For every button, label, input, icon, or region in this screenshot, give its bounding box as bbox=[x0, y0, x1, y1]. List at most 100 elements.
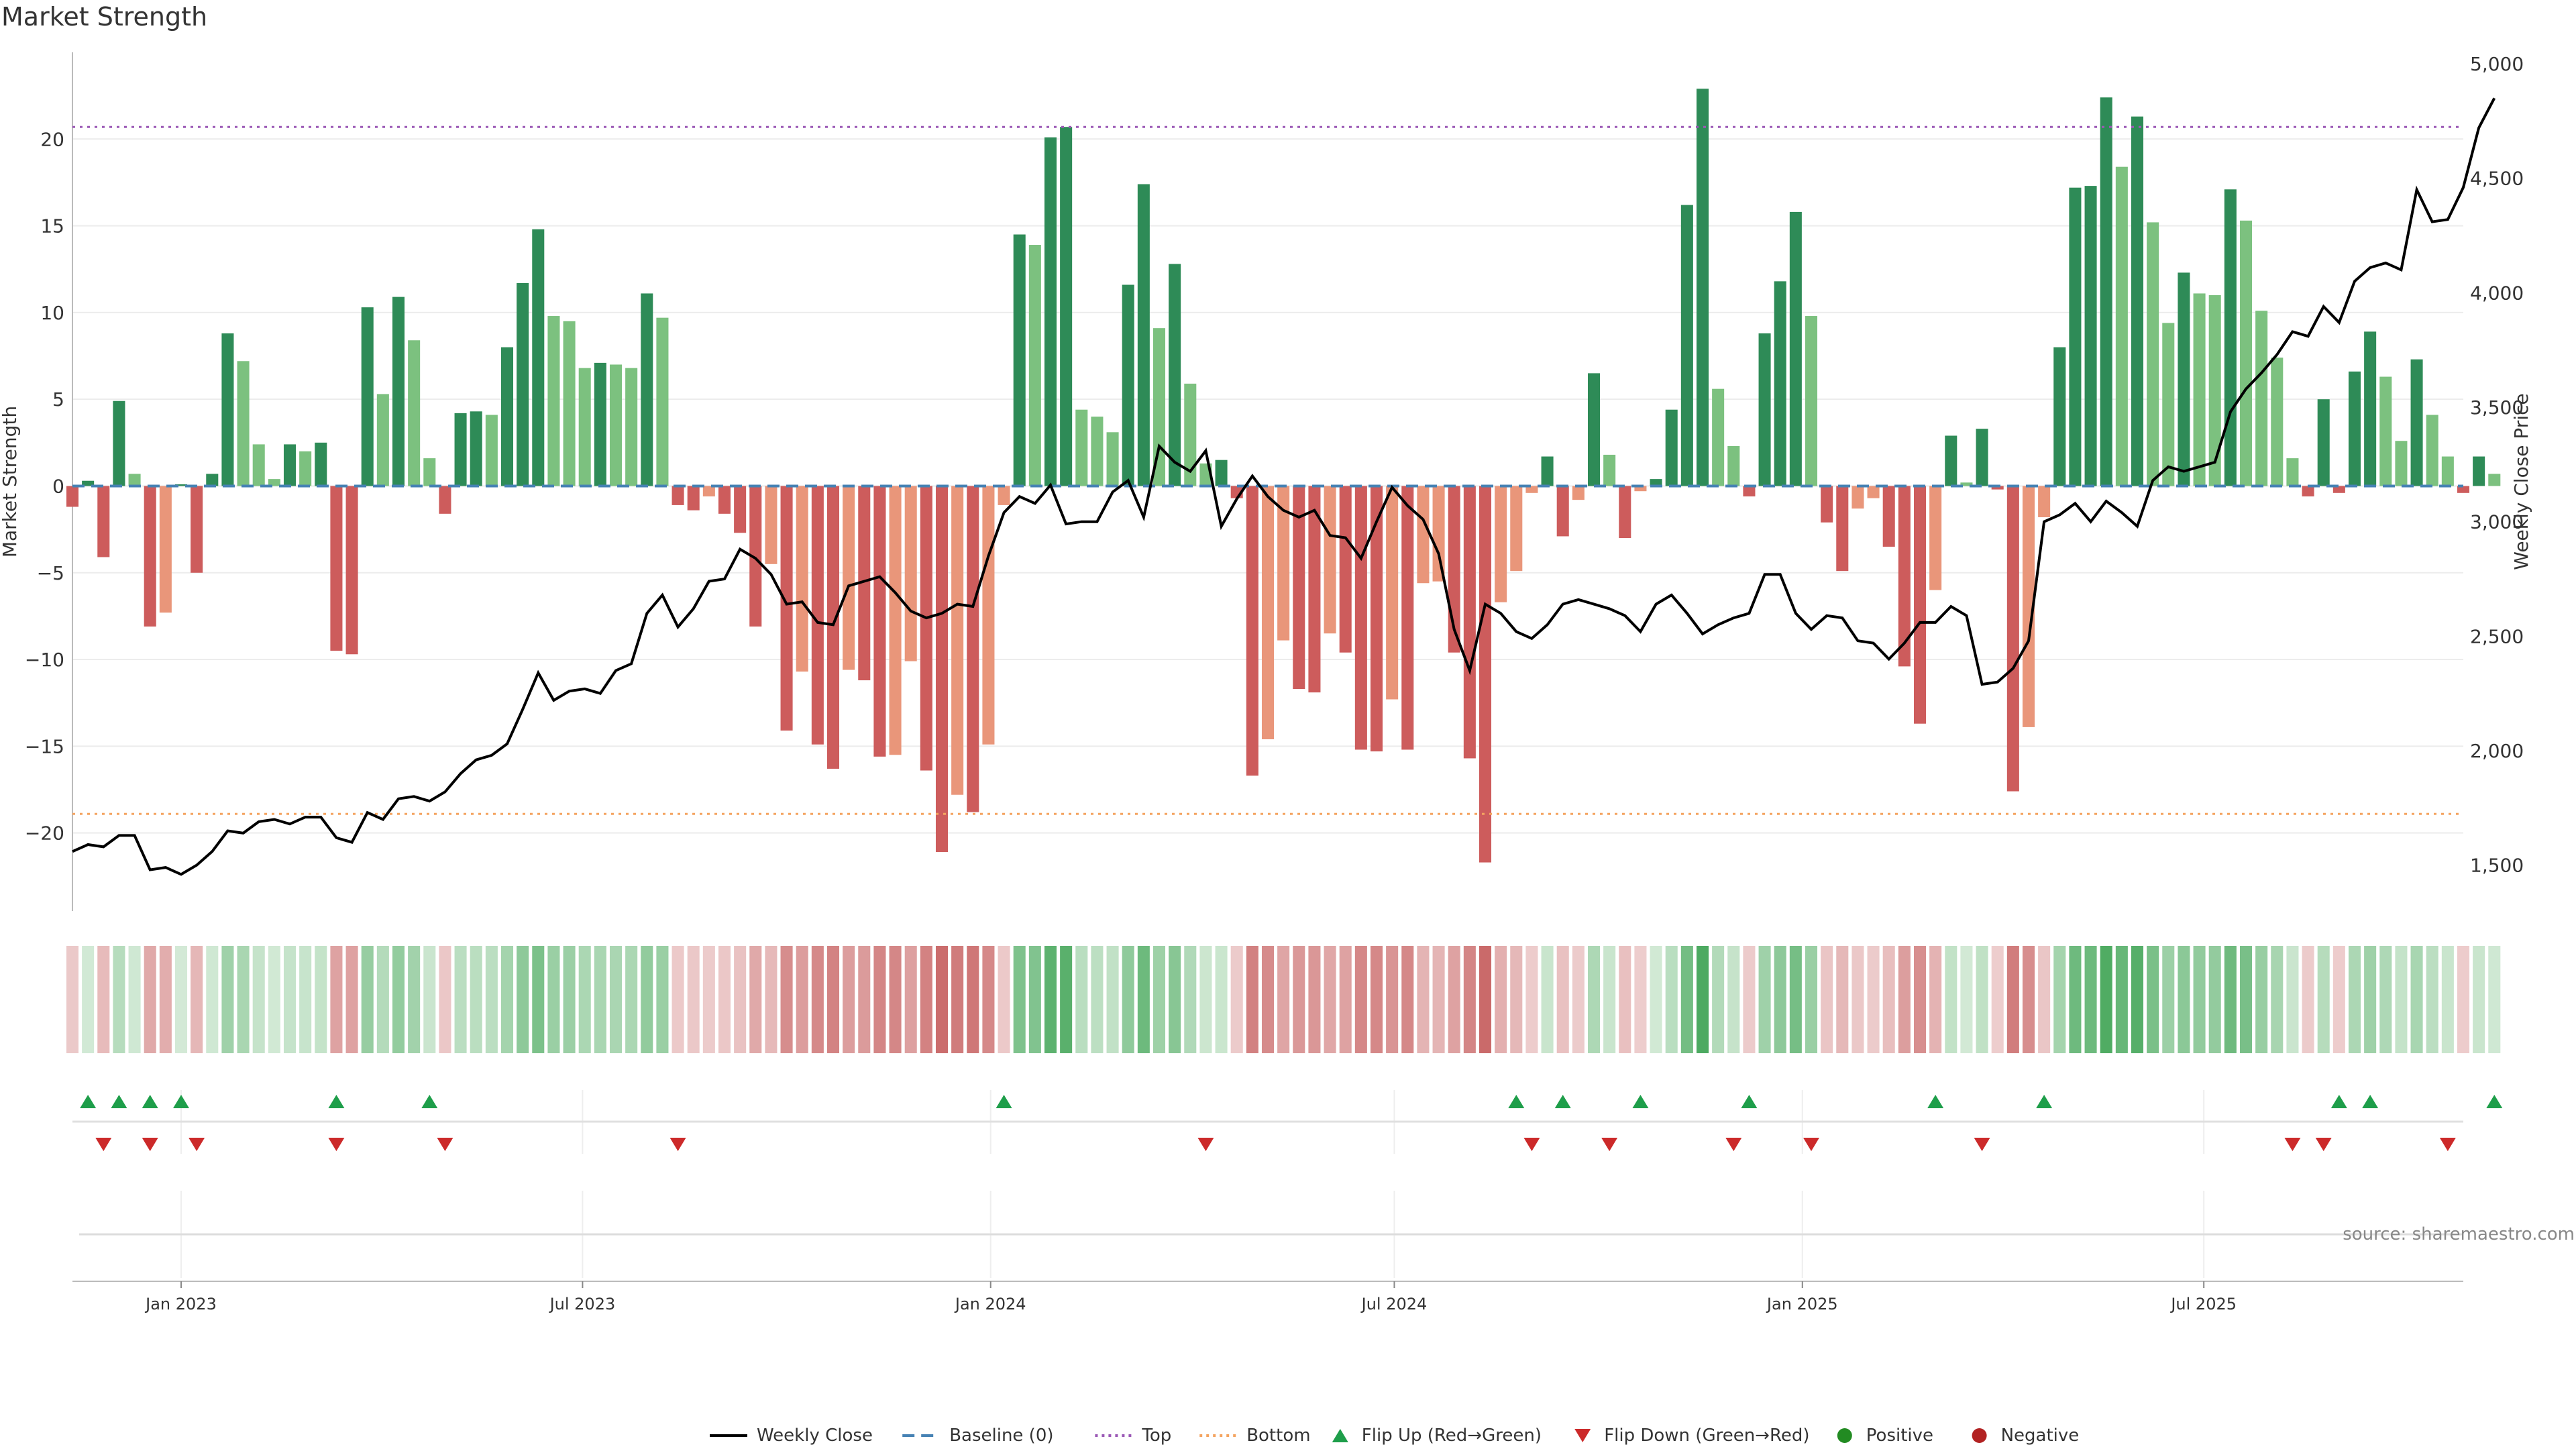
heat-cell bbox=[2178, 946, 2190, 1053]
strength-bar bbox=[1246, 486, 1258, 776]
heat-cell bbox=[1308, 946, 1321, 1053]
strength-bar bbox=[998, 486, 1010, 505]
strength-bar bbox=[392, 297, 405, 486]
flip-up-marker bbox=[142, 1095, 158, 1108]
strength-bar bbox=[1293, 486, 1305, 690]
flip-down-marker bbox=[2439, 1138, 2456, 1151]
legend-item-flip-up: Flip Up (Red→Green) bbox=[1332, 1426, 1542, 1446]
y2-axis-ticks: 1,500 2,000 2,500 3,000 3,500 4,000 4,500 5,000 bbox=[2470, 53, 2524, 877]
strength-bar bbox=[2286, 458, 2299, 486]
strength-bar bbox=[2115, 166, 2128, 486]
heat-cell bbox=[843, 946, 855, 1053]
heat-cell bbox=[1587, 946, 1601, 1053]
strength-bar bbox=[2208, 295, 2221, 486]
source-note: source: sharemaestro.com bbox=[2343, 1224, 2575, 1244]
heat-cell bbox=[873, 946, 886, 1053]
heat-cell bbox=[2131, 946, 2144, 1053]
heat-cell bbox=[1230, 946, 1243, 1053]
strength-bar bbox=[1634, 486, 1647, 492]
heat-cell bbox=[1882, 946, 1895, 1053]
flip-down-marker bbox=[189, 1138, 205, 1151]
strength-bar bbox=[1898, 486, 1911, 667]
empty-panel-grid bbox=[79, 1191, 2463, 1278]
flip-panel-grid bbox=[72, 1090, 2463, 1154]
heat-cell bbox=[2473, 946, 2485, 1053]
strength-bar bbox=[873, 486, 886, 757]
strength-bar bbox=[2131, 116, 2144, 486]
strength-bar bbox=[1929, 486, 1942, 590]
strength-bar bbox=[1169, 264, 1181, 486]
strength-bar bbox=[1013, 234, 1026, 486]
strength-bar bbox=[517, 282, 529, 486]
strength-bar bbox=[1261, 486, 1275, 739]
dot-icon bbox=[1837, 1428, 1852, 1443]
heat-cell bbox=[1184, 946, 1197, 1053]
y2-tick-label: 4,500 bbox=[2470, 168, 2524, 190]
heat-cell bbox=[2115, 946, 2128, 1053]
y2-tick-label: 2,000 bbox=[2470, 740, 2524, 762]
heat-cell bbox=[1122, 946, 1134, 1053]
heat-cell bbox=[1401, 946, 1414, 1053]
heat-cell bbox=[2022, 946, 2035, 1053]
strength-bar bbox=[563, 321, 576, 486]
heat-cell bbox=[1044, 946, 1057, 1053]
strength-bar bbox=[1991, 486, 2004, 490]
heat-cell bbox=[1650, 946, 1662, 1053]
legend-item-top: Top bbox=[1095, 1426, 1171, 1446]
strength-bar bbox=[641, 293, 653, 486]
heat-cell bbox=[470, 946, 482, 1053]
heat-cell bbox=[2302, 946, 2314, 1053]
heat-cell bbox=[1867, 946, 1880, 1053]
flip-up-marker bbox=[1554, 1095, 1571, 1108]
strength-bar bbox=[826, 486, 840, 769]
heat-cell bbox=[2069, 946, 2082, 1053]
heat-cell bbox=[1479, 946, 1492, 1053]
flip-up-marker bbox=[996, 1095, 1012, 1108]
heat-cell bbox=[1075, 946, 1088, 1053]
heat-cell bbox=[283, 946, 297, 1053]
strength-bar bbox=[2084, 186, 2097, 486]
heat-cell bbox=[2038, 946, 2051, 1053]
strength-bar bbox=[330, 486, 343, 651]
strength-bar bbox=[780, 486, 793, 731]
strength-bar bbox=[2302, 486, 2314, 496]
heat-cell bbox=[1525, 946, 1538, 1053]
strength-bar bbox=[2364, 331, 2377, 486]
heat-cell bbox=[113, 946, 125, 1053]
flip-up-marker bbox=[1927, 1095, 1944, 1108]
legend-item-baseline: Baseline (0) bbox=[902, 1426, 1054, 1446]
strength-bar bbox=[1122, 284, 1134, 486]
heat-cell bbox=[485, 946, 498, 1053]
heat-cell bbox=[1354, 946, 1367, 1053]
strength-bar bbox=[1184, 383, 1197, 486]
heat-cell bbox=[2457, 946, 2470, 1053]
strength-bar bbox=[2038, 486, 2051, 518]
strength-bar bbox=[1495, 486, 1507, 602]
strength-bar bbox=[144, 486, 156, 627]
heat-cell bbox=[1169, 946, 1181, 1053]
strength-bar bbox=[2395, 441, 2408, 486]
strength-bar bbox=[1510, 486, 1523, 572]
heat-cell bbox=[1976, 946, 1988, 1053]
heat-cell bbox=[625, 946, 638, 1053]
heat-cell bbox=[904, 946, 917, 1053]
dot-icon bbox=[1972, 1428, 1987, 1443]
x-tick-label: Jan 2024 bbox=[954, 1295, 1026, 1313]
y-tick-label: 20 bbox=[40, 128, 64, 150]
strength-bar bbox=[237, 361, 250, 486]
heat-cell bbox=[563, 946, 576, 1053]
strength-bar bbox=[1386, 486, 1399, 700]
strength-bar bbox=[718, 486, 731, 514]
strength-bar bbox=[2271, 358, 2284, 486]
heat-cell bbox=[1572, 946, 1585, 1053]
strength-bar bbox=[1479, 486, 1492, 863]
strength-bar bbox=[904, 486, 917, 661]
strength-bar bbox=[1075, 409, 1088, 486]
strength-bar bbox=[97, 486, 110, 557]
heat-cell bbox=[578, 946, 591, 1053]
strength-bar bbox=[625, 368, 638, 486]
strength-bar bbox=[1960, 482, 1973, 486]
strength-bar bbox=[1137, 184, 1150, 486]
heat-cell bbox=[2410, 946, 2423, 1053]
x-axis: Jan 2023 Jul 2023 Jan 2024 Jul 2024 Jan 2025… bbox=[72, 1281, 2463, 1313]
